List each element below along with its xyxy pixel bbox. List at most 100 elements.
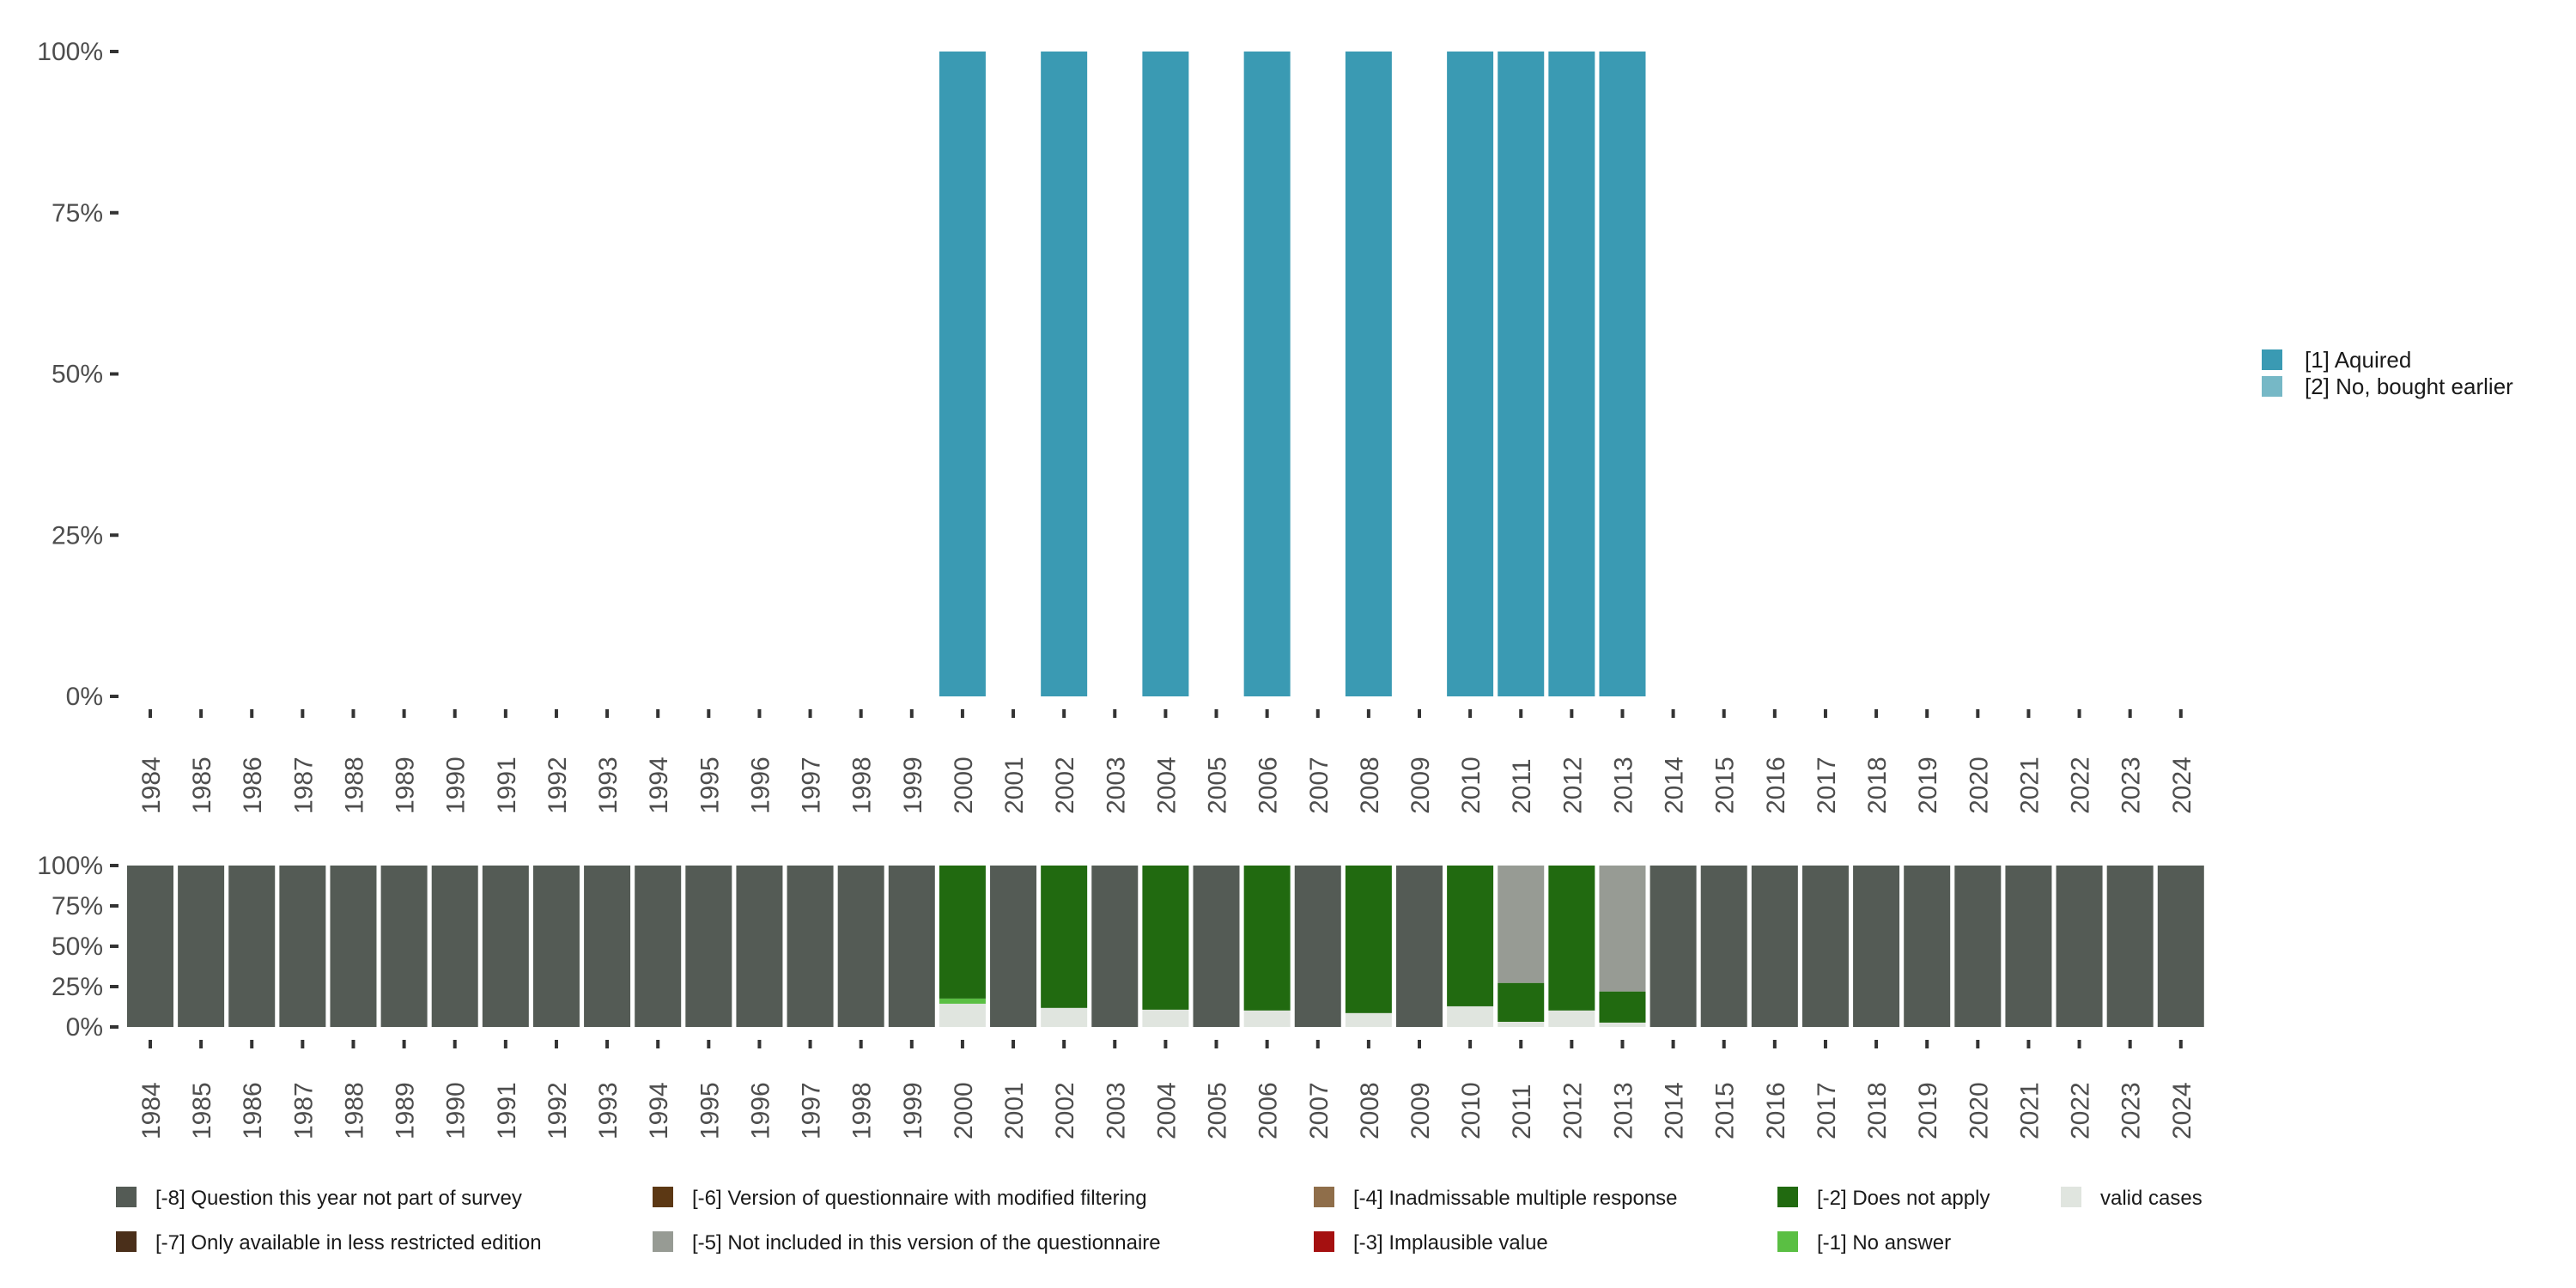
bottom-x-tick-label: 2019	[1914, 1082, 1942, 1139]
bottom-bar-2002	[1041, 866, 1088, 1008]
bottom-x-tick-label: 2024	[2168, 1082, 2196, 1139]
top-x-tick-label: 2021	[2015, 756, 2044, 814]
top-x-tick-label: 1991	[493, 756, 521, 814]
bottom-x-tick-label: 1984	[137, 1082, 166, 1139]
top-x-tick-label: 2007	[1305, 756, 1334, 814]
top-y-tick-label: 100%	[37, 38, 103, 66]
top-x-tick-label: 2008	[1356, 756, 1384, 814]
bottom-bar-1990	[431, 866, 478, 1027]
top-x-tick-label: 2012	[1558, 756, 1587, 814]
top-x-tick-label: 2003	[1102, 756, 1130, 814]
legend-label: [-8] Question this year not part of surv…	[155, 1187, 522, 1210]
bottom-bar-2008	[1345, 866, 1392, 1013]
legend-swatch	[1777, 1187, 1798, 1207]
bottom-bar-2010	[1447, 1005, 1494, 1027]
bottom-bar-2006	[1243, 866, 1291, 1011]
top-x-tick-label: 2000	[950, 756, 978, 814]
legend-label: [-6] Version of questionnaire with modif…	[692, 1187, 1147, 1210]
legend-swatch	[116, 1187, 137, 1207]
bottom-x-tick-label: 2000	[950, 1082, 978, 1139]
bottom-x-tick-label: 2015	[1711, 1082, 1740, 1139]
bottom-y-tick-label: 25%	[52, 973, 103, 1001]
top-bar-2008	[1345, 52, 1392, 696]
bottom-bar-2011	[1498, 1021, 1545, 1027]
bottom-bar-1987	[279, 866, 326, 1027]
bottom-bar-1984	[127, 866, 173, 1027]
bottom-bar-1995	[685, 866, 732, 1027]
top-x-tick-label: 2011	[1508, 758, 1536, 814]
bottom-y-tick-label: 100%	[37, 852, 103, 880]
legend-swatch	[2262, 376, 2282, 397]
bottom-bar-2000	[939, 866, 986, 999]
top-y-tick-label: 0%	[66, 683, 103, 711]
top-x-tick-label: 1986	[239, 756, 267, 814]
bottom-x-tick-label: 1988	[340, 1082, 368, 1139]
bottom-x-tick-label: 2016	[1762, 1082, 1790, 1139]
top-x-tick-label: 2024	[2168, 756, 2196, 814]
bottom-bar-2015	[1700, 866, 1747, 1027]
bottom-x-tick-label: 2020	[1965, 1082, 1993, 1139]
bottom-bar-2017	[1801, 866, 1849, 1027]
top-x-tick-label: 2013	[1609, 756, 1637, 814]
legend-label: valid cases	[2100, 1187, 2202, 1210]
bottom-bar-1991	[482, 866, 529, 1027]
bottom-bar-2000	[939, 998, 986, 1004]
bottom-x-tick-label: 2004	[1152, 1082, 1181, 1139]
bottom-bar-2003	[1091, 866, 1139, 1027]
bottom-x-tick-label: 1994	[645, 1082, 673, 1139]
top-y-tick-label: 25%	[52, 521, 103, 550]
top-x-tick-label: 2009	[1406, 756, 1435, 814]
bottom-y-tick-label: 75%	[52, 892, 103, 920]
legend-label: [2] No, bought earlier	[2305, 374, 2513, 399]
top-x-tick-label: 1997	[798, 756, 826, 814]
bottom-bar-1994	[635, 866, 682, 1027]
bottom-x-tick-label: 2003	[1102, 1082, 1130, 1139]
bottom-bar-1992	[532, 866, 580, 1027]
bottom-x-tick-label: 1996	[746, 1082, 775, 1139]
top-x-tick-label: 1992	[544, 756, 572, 814]
top-x-tick-label: 1988	[340, 756, 368, 814]
bottom-x-tick-label: 2013	[1609, 1082, 1637, 1139]
top-x-tick-label: 1994	[645, 756, 673, 814]
bottom-x-tick-label: 1990	[442, 1082, 471, 1139]
bottom-x-tick-label: 1986	[239, 1082, 267, 1139]
top-bar-2002	[1041, 52, 1088, 696]
top-x-tick-label: 1987	[289, 756, 318, 814]
top-x-tick-label: 2023	[2117, 756, 2146, 814]
bottom-bar-1985	[178, 866, 225, 1027]
bottom-x-tick-label: 1999	[899, 1082, 927, 1139]
bottom-bar-2011	[1498, 866, 1545, 983]
bottom-bar-2010	[1447, 866, 1494, 1006]
top-x-tick-label: 2005	[1204, 756, 1232, 814]
bottom-bar-2022	[2056, 866, 2103, 1027]
top-x-tick-label: 1998	[848, 756, 877, 814]
bottom-x-tick-label: 2021	[2015, 1082, 2044, 1139]
top-x-tick-label: 2004	[1152, 756, 1181, 814]
bottom-bar-2013	[1599, 1022, 1646, 1027]
legend-label: [-7] Only available in less restricted e…	[155, 1231, 542, 1255]
legend-swatch	[2262, 349, 2282, 370]
bottom-x-tick-label: 2009	[1406, 1082, 1435, 1139]
bottom-bar-2012	[1548, 1010, 1595, 1027]
top-bar-2011	[1498, 52, 1545, 696]
legend-label: [-5] Not included in this version of the…	[692, 1231, 1161, 1255]
top-x-tick-label: 1996	[746, 756, 775, 814]
bottom-x-tick-label: 2005	[1204, 1082, 1232, 1139]
legend-swatch	[1314, 1231, 1334, 1252]
top-bar-2000	[939, 52, 986, 696]
bottom-bar-2005	[1193, 866, 1240, 1027]
bottom-x-tick-label: 2017	[1813, 1082, 1841, 1139]
top-x-tick-label: 1999	[899, 756, 927, 814]
top-x-tick-label: 2020	[1965, 756, 1993, 814]
bottom-bar-2002	[1041, 1007, 1088, 1027]
top-x-tick-label: 1989	[392, 756, 420, 814]
bottom-bar-1986	[228, 866, 276, 1027]
bottom-x-tick-label: 1987	[289, 1082, 318, 1139]
bottom-bar-1999	[888, 866, 935, 1027]
bottom-y-tick-label: 0%	[66, 1013, 103, 1042]
bottom-bar-1997	[787, 866, 834, 1027]
bottom-x-tick-label: 1992	[544, 1082, 572, 1139]
bottom-bar-2023	[2106, 866, 2154, 1027]
top-x-tick-label: 2014	[1661, 756, 1689, 814]
bottom-x-tick-label: 1993	[594, 1082, 623, 1139]
